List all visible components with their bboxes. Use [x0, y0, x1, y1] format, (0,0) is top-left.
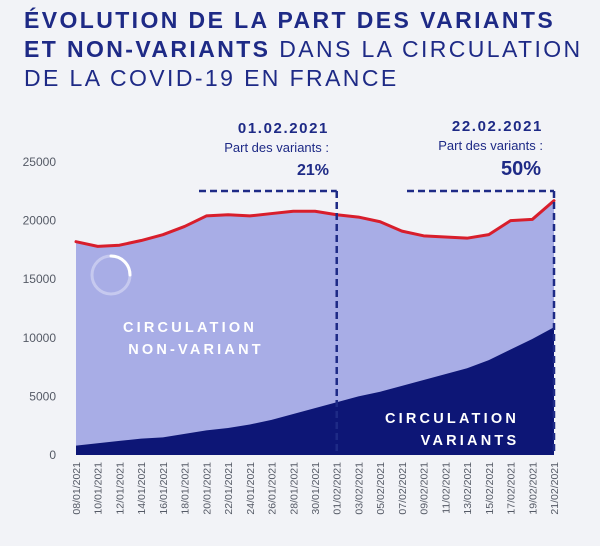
- y-tick-label: 20000: [23, 214, 57, 228]
- x-tick-label: 17/02/2021: [506, 462, 518, 515]
- loading-spinner-arc-icon: [109, 254, 132, 277]
- y-tick-label: 25000: [23, 155, 57, 169]
- label-non-variant-line2: NON-VARIANT: [128, 342, 264, 358]
- x-tick-label: 09/02/2021: [419, 462, 431, 515]
- label-variant-line1: CIRCULATION: [385, 411, 519, 427]
- annotation-2-value: 50%: [501, 158, 541, 180]
- x-tick-label: 12/01/2021: [114, 462, 126, 515]
- x-tick-label: 15/02/2021: [484, 462, 496, 515]
- label-non-variant-line1: CIRCULATION: [123, 320, 257, 336]
- title-line3: DE LA COVID-19 EN FRANCE: [24, 65, 399, 91]
- x-tick-label: 24/01/2021: [245, 462, 257, 515]
- x-tick-label: 28/01/2021: [288, 462, 300, 515]
- y-tick-label: 10000: [23, 331, 57, 345]
- title-line2-bold: ET NON-VARIANTS: [24, 36, 271, 62]
- x-tick-label: 26/01/2021: [267, 462, 279, 515]
- x-tick-label: 20/01/2021: [201, 462, 213, 515]
- x-tick-label: 21/02/2021: [549, 462, 561, 515]
- annotation-2-caption: Part des variants :: [438, 138, 543, 153]
- area-variants: [76, 327, 554, 455]
- y-tick-label: 0: [49, 448, 56, 462]
- x-axis: 08/01/2021 10/01/2021 12/01/2021 14/01/2021…: [71, 462, 561, 515]
- title-line1: ÉVOLUTION DE LA PART DES VARIANTS: [24, 7, 556, 33]
- total-line: [74, 199, 556, 248]
- x-tick-label: 10/01/2021: [93, 462, 105, 515]
- annotation-2-date: 22.02.2021: [452, 118, 543, 135]
- x-tick-label: 18/01/2021: [180, 462, 192, 515]
- x-tick-label: 30/01/2021: [310, 462, 322, 515]
- annotation-1-caption: Part des variants :: [224, 140, 329, 155]
- label-variant-line2: VARIANTS: [421, 433, 520, 449]
- y-tick-label: 15000: [23, 272, 57, 286]
- x-tick-label: 13/02/2021: [462, 462, 474, 515]
- x-tick-label: 11/02/2021: [440, 462, 452, 514]
- y-axis: 0 5000 10000 15000 20000 25000: [23, 155, 57, 462]
- x-tick-label: 14/01/2021: [136, 462, 148, 515]
- x-tick-label: 05/02/2021: [375, 462, 387, 515]
- x-tick-label: 07/02/2021: [397, 462, 409, 515]
- y-tick-label: 5000: [29, 389, 56, 403]
- x-tick-label: 22/01/2021: [223, 462, 235, 515]
- x-tick-label: 19/02/2021: [527, 462, 539, 515]
- x-tick-label: 03/02/2021: [353, 462, 365, 515]
- x-tick-label: 16/01/2021: [158, 462, 170, 515]
- plot-area: [74, 189, 556, 455]
- annotation-1-date: 01.02.2021: [238, 120, 329, 137]
- title-line2-rest: DANS LA CIRCULATION: [270, 36, 583, 62]
- chart-title: ÉVOLUTION DE LA PART DES VARIANTS ET NON…: [24, 6, 594, 93]
- annotation-1-value: 21%: [297, 162, 329, 179]
- x-tick-label: 08/01/2021: [71, 462, 83, 515]
- x-tick-label: 01/02/2021: [332, 462, 344, 515]
